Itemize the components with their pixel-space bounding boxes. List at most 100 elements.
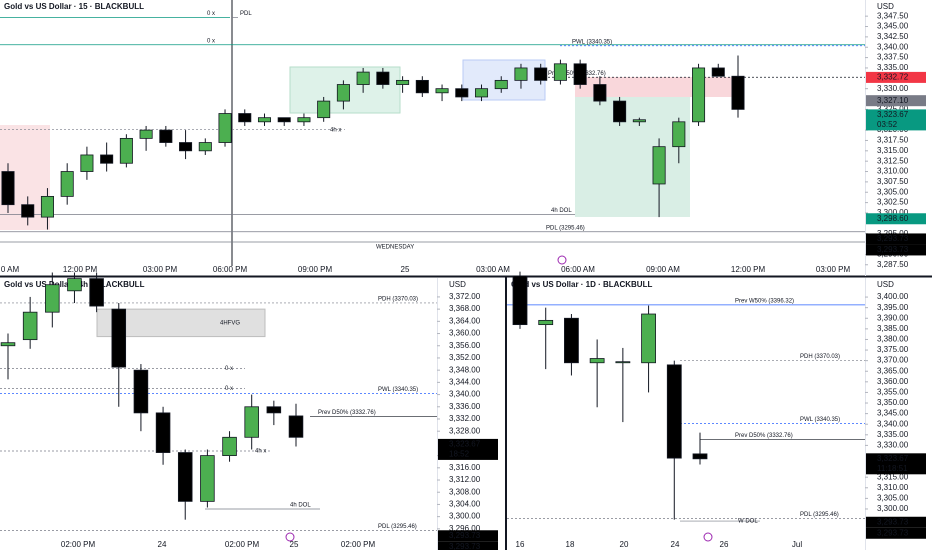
price-tag-label: 3,293.73 bbox=[449, 542, 481, 550]
y-tick-label: 3,302.50 bbox=[877, 198, 909, 207]
x-tick-label: Jul bbox=[792, 540, 802, 549]
level-label: Prev D50% (3332.76) bbox=[318, 410, 376, 416]
price-tag bbox=[866, 244, 926, 256]
candle-body bbox=[198, 142, 212, 152]
y-tick-label: 3,296.00 bbox=[449, 524, 481, 533]
price-tag-label: 3,327.10 bbox=[877, 96, 909, 105]
price-tag-label: 3,323.67 bbox=[877, 454, 909, 463]
y-tick-label: 3,310.00 bbox=[877, 167, 909, 176]
y-tick-label: 3,340.00 bbox=[449, 390, 481, 399]
candle-body bbox=[177, 452, 193, 502]
candle-body bbox=[45, 284, 60, 313]
candle-body bbox=[1, 171, 15, 206]
logo bbox=[285, 532, 295, 542]
candle-body bbox=[22, 311, 38, 341]
x-tick-label: 09:00 PM bbox=[298, 265, 333, 274]
price-tag bbox=[866, 527, 926, 539]
level-label: WEDNESDAY bbox=[376, 245, 414, 251]
y-tick-label: 3,315.00 bbox=[877, 146, 909, 155]
x-tick-label: 02:00 PM bbox=[61, 540, 96, 549]
candle-body bbox=[222, 436, 237, 457]
x-tick-label: 12:00 PM bbox=[731, 265, 766, 274]
candle-body bbox=[297, 117, 311, 123]
y-tick-label: 3,287.50 bbox=[877, 260, 909, 269]
currency-label: USD bbox=[877, 280, 894, 289]
currency-label: USD bbox=[877, 2, 894, 11]
y-tick-label: 3,368.00 bbox=[449, 304, 481, 313]
candle-body bbox=[60, 171, 74, 197]
price-tag-label: 3,293.73 bbox=[877, 245, 909, 254]
price-tag-label: 3,293.73 bbox=[877, 234, 909, 243]
x-tick-label: 02:00 PM bbox=[225, 540, 260, 549]
candle-body bbox=[119, 137, 133, 164]
candle-body bbox=[218, 113, 232, 143]
logo bbox=[557, 255, 567, 265]
candle-body bbox=[89, 278, 104, 307]
x-tick-label: 12:00 PM bbox=[63, 265, 98, 274]
candle-body bbox=[672, 121, 686, 148]
candle-body bbox=[514, 67, 528, 81]
y-tick-label: 3,305.00 bbox=[877, 187, 909, 196]
candle-body bbox=[40, 195, 54, 218]
x-tick-label: 26 bbox=[720, 540, 729, 549]
y-tick-label: 3,385.00 bbox=[877, 324, 909, 333]
candle-body bbox=[139, 129, 153, 139]
price-tag bbox=[866, 95, 926, 107]
candle-body bbox=[593, 84, 607, 102]
level-label: PDL (3295.46) bbox=[546, 225, 585, 231]
price-tag-label: 3,293.73 bbox=[449, 531, 481, 540]
candle-body bbox=[538, 319, 554, 326]
y-tick-label: 3,360.00 bbox=[449, 329, 481, 338]
candle-body bbox=[336, 84, 350, 102]
level-label: PWL (3340.35) bbox=[800, 417, 840, 423]
y-tick-label: 3,348.00 bbox=[449, 365, 481, 374]
price-tag-label: 3,293.73 bbox=[877, 517, 909, 526]
level-label: PWL (3340.35) bbox=[378, 387, 418, 393]
price-tag bbox=[438, 438, 498, 460]
level-label: PDH (3370.03) bbox=[800, 354, 840, 360]
candle-body bbox=[80, 154, 94, 172]
candle-body bbox=[396, 79, 410, 85]
price-tag-label: 3,298.60 bbox=[877, 214, 909, 223]
candle-body bbox=[613, 100, 627, 123]
y-tick-label: 3,345.00 bbox=[877, 409, 909, 418]
y-tick-label: 3,336.00 bbox=[449, 402, 481, 411]
candle-body bbox=[666, 364, 682, 459]
price-tag-label: 3,323.67 bbox=[877, 110, 909, 119]
candle-body bbox=[632, 119, 646, 123]
candle-body bbox=[553, 63, 567, 81]
y-tick-label: 3,300.00 bbox=[449, 512, 481, 521]
candle-body bbox=[238, 113, 252, 123]
candle-body bbox=[573, 63, 587, 85]
y-tick-label: 3,356.00 bbox=[449, 341, 481, 350]
y-tick-label: 3,305.00 bbox=[877, 493, 909, 502]
y-tick-label: 3,312.00 bbox=[449, 475, 481, 484]
price-tag bbox=[866, 71, 926, 83]
candle-body bbox=[494, 79, 508, 90]
x-tick-label: 25 bbox=[290, 540, 299, 549]
level-label: Prev W50% (3396.32) bbox=[735, 298, 794, 304]
y-tick-label: 3,337.50 bbox=[877, 53, 909, 62]
candle-body bbox=[155, 412, 171, 453]
candle-body bbox=[100, 154, 114, 164]
price-tag bbox=[866, 516, 926, 528]
price-tag bbox=[438, 530, 498, 542]
y-tick-label: 3,370.00 bbox=[877, 356, 909, 365]
x-tick-label: 03:00 PM bbox=[816, 265, 851, 274]
y-tick-label: 3,335.00 bbox=[877, 430, 909, 439]
candle-body bbox=[564, 317, 579, 364]
x-tick-label: 06:00 AM bbox=[561, 265, 595, 274]
x-tick-label: 16 bbox=[516, 540, 525, 549]
candle-body bbox=[589, 358, 605, 364]
x-tick-label: 09:00 AM bbox=[646, 265, 680, 274]
price-tag bbox=[438, 541, 498, 550]
y-tick-label: 3,347.50 bbox=[877, 11, 909, 20]
level-label: 4h x bbox=[330, 127, 341, 133]
y-tick-label: 3,340.00 bbox=[877, 419, 909, 428]
price-tag bbox=[866, 453, 926, 475]
candle-body bbox=[21, 204, 35, 218]
level-label: PDL (3295.46) bbox=[378, 524, 417, 530]
level-label: 4h DOL bbox=[290, 503, 311, 509]
chart-title: Gold vs US Dollar · 15 · BLACKBULL bbox=[4, 2, 144, 11]
